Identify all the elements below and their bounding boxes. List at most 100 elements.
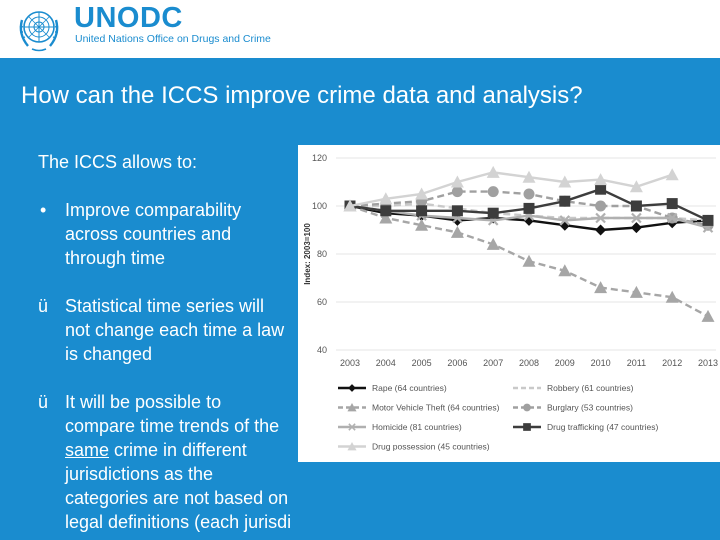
- checkmark-icon: ü: [38, 392, 49, 412]
- un-emblem-icon: [19, 11, 59, 52]
- point-text-underlined: same: [65, 440, 110, 460]
- slide-title: How can the ICCS improve crime data and …: [21, 82, 583, 109]
- legend-item: Drug possession (45 countries): [338, 442, 490, 452]
- data-point: [595, 224, 607, 236]
- text-column: The ICCS allows to: • Improve comparabil…: [38, 150, 294, 540]
- bullet-icon: •: [40, 200, 47, 220]
- data-point: [451, 205, 463, 217]
- legend-item: Drug trafficking (47 countries): [513, 422, 659, 432]
- x-tick-label: 2013: [698, 358, 718, 368]
- point-text: Statistical time series will not change …: [65, 296, 285, 364]
- x-tick-label: 2012: [662, 358, 682, 368]
- org-logo-subtitle: United Nations Office on Drugs and Crime: [75, 33, 271, 45]
- data-point: [595, 212, 606, 224]
- data-point: [416, 205, 428, 217]
- legend-item: Homicide (81 countries): [338, 422, 462, 432]
- data-point: [523, 188, 535, 200]
- data-point: [665, 168, 679, 181]
- y-tick-label: 80: [317, 249, 327, 259]
- x-tick-label: 2010: [591, 358, 611, 368]
- series-line: [349, 171, 673, 208]
- data-point: [486, 165, 500, 178]
- data-point: [415, 218, 429, 231]
- data-point: [629, 285, 643, 298]
- gridlines: [336, 157, 716, 351]
- data-point: [594, 173, 608, 186]
- legend-item: Motor Vehicle Theft (64 countries): [338, 403, 500, 413]
- point-time-series: ü Statistical time series will not chang…: [38, 294, 294, 366]
- checkmark-icon: ü: [38, 296, 49, 316]
- data-point: [415, 187, 429, 200]
- data-point: [380, 205, 392, 217]
- data-point: [347, 402, 357, 412]
- x-tick-label: 2008: [519, 358, 539, 368]
- data-point: [666, 198, 678, 210]
- data-point: [701, 309, 715, 322]
- legend-label: Drug trafficking (47 countries): [547, 422, 659, 432]
- y-tick-label: 40: [317, 345, 327, 355]
- x-tick-label: 2005: [412, 358, 432, 368]
- data-point: [347, 441, 357, 451]
- data-point: [487, 186, 499, 198]
- x-tick-label: 2011: [627, 358, 646, 368]
- point-comparability: • Improve comparability across countries…: [38, 198, 294, 270]
- org-logo-name: UNODC: [74, 2, 183, 34]
- legend-label: Rape (64 countries): [372, 383, 447, 393]
- data-point: [559, 215, 571, 226]
- data-point: [594, 281, 608, 294]
- data-point: [559, 195, 571, 207]
- data-point: [523, 202, 535, 214]
- data-point: [629, 180, 643, 193]
- series: [344, 183, 714, 226]
- y-tick-label: 100: [312, 201, 327, 211]
- data-point: [523, 423, 531, 431]
- data-point: [379, 192, 393, 205]
- data-point: [523, 403, 531, 412]
- crime-trend-chart: 40 60 80 100 120 2003 2004 2005 2006 2007 2008 2009…: [303, 153, 718, 452]
- data-point: [450, 175, 464, 188]
- y-tick-label: 120: [312, 153, 327, 163]
- data-point: [522, 170, 536, 183]
- legend-label: Drug possession (45 countries): [372, 442, 490, 452]
- data-point: [630, 222, 642, 234]
- legend-label: Motor Vehicle Theft (64 countries): [372, 403, 500, 413]
- data-point: [595, 200, 607, 212]
- data-point: [486, 237, 500, 250]
- data-point: [523, 214, 535, 226]
- point-text-before: It will be possible to compare time tren…: [65, 392, 280, 436]
- legend-item: Robbery (61 countries): [513, 383, 634, 393]
- data-point: [558, 175, 572, 188]
- x-tick-label: 2004: [376, 358, 396, 368]
- legend-label: Robbery (61 countries): [547, 383, 634, 393]
- series: [343, 165, 679, 212]
- data-point: [451, 214, 463, 226]
- y-tick-label: 60: [317, 297, 327, 307]
- y-axis-label: Index: 2003=100: [303, 223, 312, 285]
- x-tick-label: 2007: [483, 358, 503, 368]
- data-point: [379, 211, 393, 224]
- data-point: [487, 207, 499, 219]
- data-point: [348, 423, 356, 431]
- x-tick-label: 2006: [447, 358, 467, 368]
- x-tick-label: 2009: [555, 358, 575, 368]
- x-tick-label: 2003: [340, 358, 360, 368]
- intro-text: The ICCS allows to:: [38, 152, 198, 172]
- data-point: [665, 290, 679, 303]
- legend-item: Rape (64 countries): [338, 383, 447, 393]
- data-point: [558, 264, 572, 277]
- chart-panel: 40 60 80 100 120 2003 2004 2005 2006 2007 2008 2009…: [298, 145, 720, 462]
- point-time-trends: ü It will be possible to compare time tr…: [38, 390, 294, 534]
- data-point: [631, 212, 642, 224]
- data-point: [702, 214, 714, 226]
- data-point: [522, 254, 536, 267]
- data-point: [343, 199, 357, 212]
- legend-label: Burglary (53 countries): [547, 403, 633, 413]
- point-text-after: crime in different jurisdictions as the …: [65, 440, 292, 532]
- data-point: [595, 183, 607, 195]
- data-point: [450, 225, 464, 238]
- header-bar: UNODC United Nations Office on Drugs and…: [0, 0, 720, 58]
- legend-item: Burglary (53 countries): [513, 403, 633, 413]
- data-point: [451, 186, 463, 198]
- data-point: [348, 384, 356, 392]
- point-text: Improve comparability across countries a…: [65, 200, 242, 268]
